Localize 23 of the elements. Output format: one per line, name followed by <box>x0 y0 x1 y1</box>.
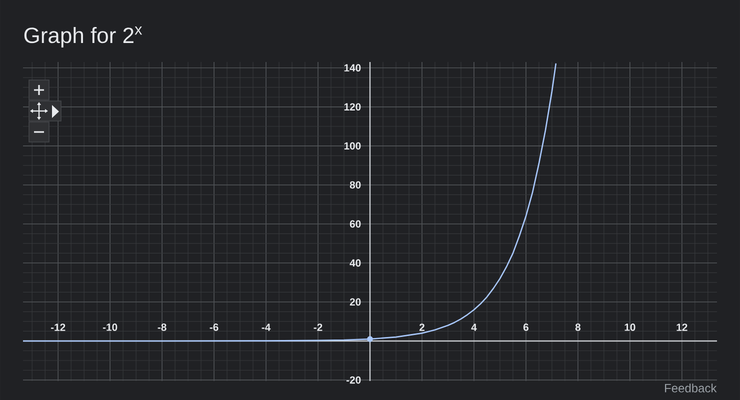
x-tick-label: -8 <box>158 324 166 331</box>
y-tick-label: 100 <box>344 142 361 150</box>
x-tick-label: 6 <box>523 324 528 331</box>
x-tick-label: -10 <box>102 324 118 331</box>
y-tick-label: -20 <box>346 376 361 384</box>
x-tick-label: -6 <box>210 324 218 331</box>
x-tick-label: 4 <box>471 324 477 331</box>
y-tick-label: 40 <box>350 259 361 267</box>
x-tick-label: 2 <box>419 324 424 331</box>
x-tick-label: -2 <box>314 324 322 331</box>
x-tick-label: -12 <box>50 324 66 331</box>
chart-title: Graph for 2$^{x}$ <box>24 26 142 48</box>
x-tick-label: 10 <box>624 324 636 331</box>
x-tick-label: -4 <box>262 324 271 331</box>
y-tick-label: 120 <box>344 103 361 111</box>
x-tick-label: 8 <box>575 324 580 331</box>
x-tick-label: 12 <box>676 324 688 331</box>
y-tick-label: 140 <box>344 64 361 72</box>
y-tick-label: 80 <box>350 181 361 189</box>
text: Feedback <box>665 384 717 392</box>
y-tick-label: 20 <box>350 298 361 306</box>
y-tick-label: 60 <box>350 220 361 228</box>
line-series <box>23 63 557 342</box>
